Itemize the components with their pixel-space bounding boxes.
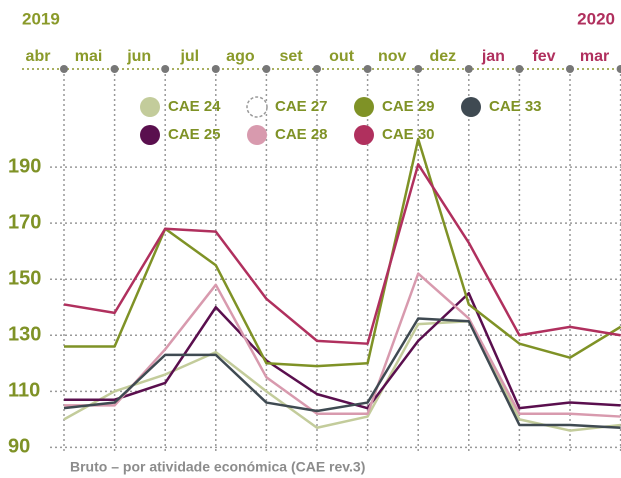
legend-swatch (140, 125, 160, 145)
x-tick-label: dez (429, 48, 456, 65)
legend-swatch (461, 97, 481, 117)
y-tick-label: 130 (8, 324, 41, 346)
month-dot (464, 65, 473, 73)
year-label: 2020 (577, 9, 615, 28)
month-dot (363, 65, 372, 73)
y-tick-label: 90 (8, 436, 30, 458)
x-tick-label: set (279, 48, 303, 65)
x-tick-label: jul (179, 48, 199, 65)
month-dot (515, 65, 524, 73)
x-tick-label: mar (580, 48, 609, 65)
legend-label: CAE 29 (382, 98, 435, 115)
y-tick-label: 190 (8, 155, 41, 177)
y-tick-label: 150 (8, 268, 41, 290)
month-dot (313, 65, 321, 73)
series-line (64, 291, 621, 410)
x-tick-label: jun (126, 48, 151, 65)
x-tick-label: ago (226, 48, 255, 65)
month-dot (616, 65, 621, 73)
legend-swatch (140, 97, 160, 117)
month-dot (110, 65, 119, 73)
legend-swatch (246, 96, 268, 118)
month-dot (60, 65, 68, 73)
legend-label: CAE 33 (489, 98, 542, 115)
legend-label: CAE 27 (275, 98, 328, 115)
month-dot (262, 65, 271, 73)
x-tick-label: mai (75, 48, 103, 65)
x-tick-label: nov (378, 48, 407, 65)
legend-label: CAE 28 (275, 126, 328, 143)
series-line (64, 137, 621, 368)
month-dot (161, 65, 170, 73)
legend-label: CAE 25 (168, 126, 221, 143)
month-dot (414, 65, 423, 73)
month-dot (566, 65, 574, 73)
y-tick-label: 170 (8, 211, 41, 233)
month-dot (211, 65, 220, 73)
series-line (63, 163, 621, 345)
series-line (63, 320, 621, 432)
year-label: 2019 (22, 9, 60, 28)
legend-label: CAE 24 (168, 98, 221, 115)
x-tick-label: fev (532, 48, 555, 65)
x-tick-label: out (329, 48, 355, 65)
x-tick-label: jan (481, 48, 505, 65)
x-tick-label: abr (26, 48, 51, 65)
y-tick-label: 110 (8, 380, 40, 402)
legend-swatch (354, 125, 374, 145)
legend-swatch (247, 125, 267, 145)
footnote: Bruto – por atividade económica (CAE rev… (70, 459, 365, 475)
series-line (63, 317, 621, 430)
series-line (64, 272, 621, 418)
legend-label: CAE 30 (382, 126, 435, 143)
legend-swatch (354, 97, 374, 117)
